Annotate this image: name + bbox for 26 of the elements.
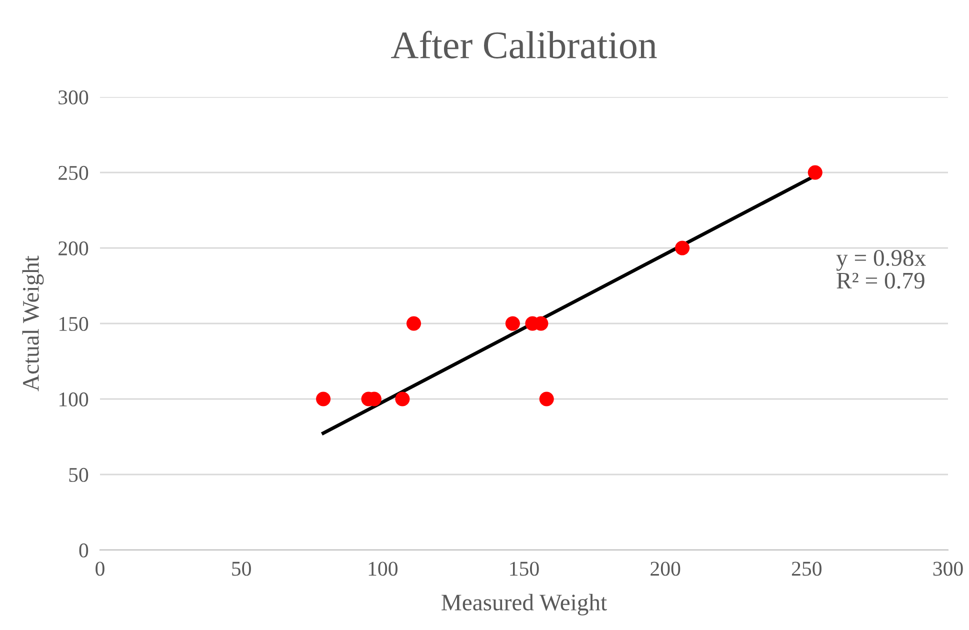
y-tick-label: 0 bbox=[79, 543, 88, 558]
point bbox=[808, 165, 822, 180]
point bbox=[316, 392, 331, 406]
y-tick-label: 100 bbox=[59, 392, 88, 406]
chart-title: After Calibration bbox=[391, 30, 657, 58]
y-tick-label: 50 bbox=[69, 468, 88, 482]
x-tick-label: 200 bbox=[650, 562, 680, 576]
x-tick-label: 150 bbox=[510, 562, 539, 576]
x-tick-label: 100 bbox=[368, 562, 398, 576]
y-tick-label: 250 bbox=[58, 166, 88, 180]
point bbox=[395, 392, 410, 406]
point bbox=[505, 316, 520, 331]
annotation: R² = 0.79 bbox=[836, 272, 924, 289]
annotation: y = 0.98x bbox=[836, 250, 926, 271]
y-axis-title: Actual Weight bbox=[22, 256, 44, 392]
x-axis-title: Measured Weight bbox=[442, 594, 607, 616]
y-tick-label: 150 bbox=[59, 316, 88, 331]
x-tick-label: 250 bbox=[792, 562, 822, 576]
y-tick-label: 300 bbox=[58, 90, 88, 104]
y-tick-label: 200 bbox=[58, 241, 88, 256]
x-tick-label: 0 bbox=[96, 562, 104, 576]
x-tick-label: 50 bbox=[232, 562, 251, 576]
x-tick-label: 300 bbox=[933, 562, 963, 576]
point bbox=[406, 316, 422, 331]
point bbox=[675, 240, 690, 256]
point bbox=[539, 392, 554, 406]
